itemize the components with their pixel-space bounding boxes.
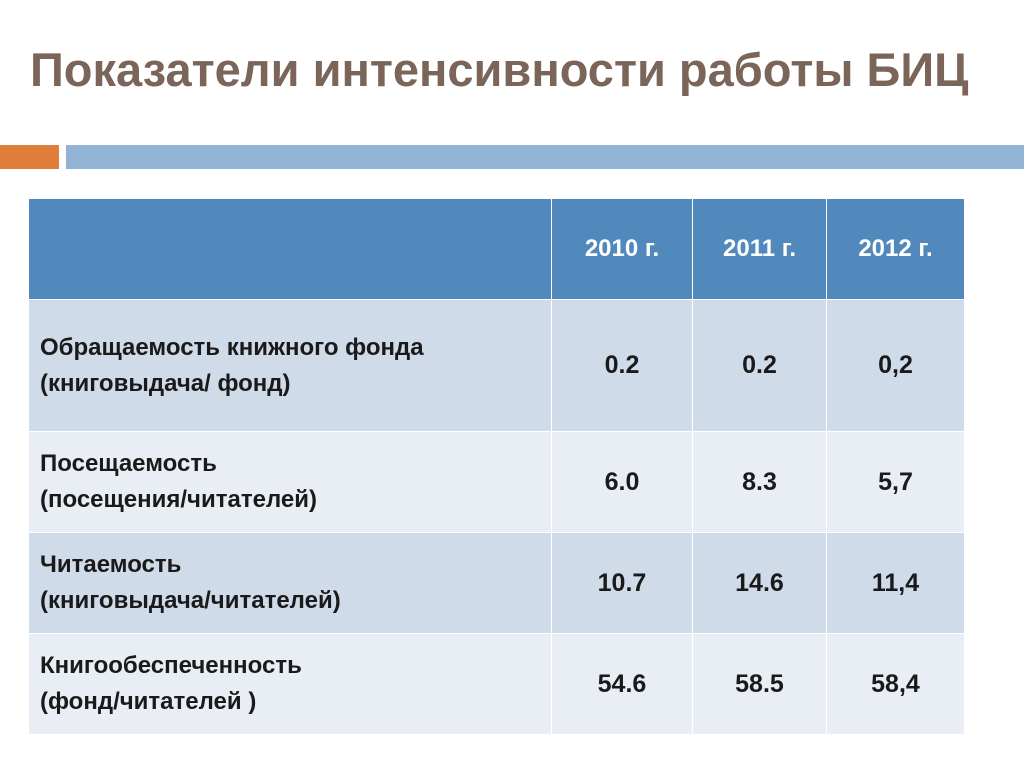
- slide-title: Показатели интенсивности работы БИЦ: [30, 43, 969, 96]
- indicators-table: 2010 г. 2011 г. 2012 г. Обращаемость кни…: [28, 198, 965, 735]
- value-cell-2010: 10.7: [551, 532, 693, 634]
- row-label-formula: (книговыдача/читателей): [40, 587, 341, 614]
- table-row: Посещаемость (посещения/читателей) 6.0 8…: [28, 431, 965, 533]
- row-label: Обращаемость книжного фонда (книговыдача…: [28, 299, 552, 432]
- value-cell-2010: 6.0: [551, 431, 693, 533]
- row-label-title: Книгообеспеченность: [40, 652, 302, 679]
- table-header-row: 2010 г. 2011 г. 2012 г.: [28, 198, 965, 300]
- row-label: Посещаемость (посещения/читателей): [28, 431, 552, 533]
- value-cell-2011: 0.2: [692, 299, 827, 432]
- header-cell-label: [28, 198, 552, 300]
- value-cell-2012: 0,2: [826, 299, 965, 432]
- row-label-title: Обращаемость книжного фонда: [40, 333, 424, 361]
- accent-bar: [0, 145, 59, 169]
- table-row: Читаемость (книговыдача/читателей) 10.7 …: [28, 532, 965, 634]
- value-cell-2012: 11,4: [826, 532, 965, 634]
- row-label-formula: (посещения/читателей): [40, 486, 317, 513]
- header-cell-2010: 2010 г.: [551, 198, 693, 300]
- value-cell-2011: 8.3: [692, 431, 827, 533]
- value-cell-2011: 58.5: [692, 633, 827, 735]
- value-cell-2010: 54.6: [551, 633, 693, 735]
- row-label-formula: (книговыдача/ фонд): [40, 369, 291, 397]
- value-cell-2012: 58,4: [826, 633, 965, 735]
- value-cell-2012: 5,7: [826, 431, 965, 533]
- row-label-title: Посещаемость: [40, 450, 217, 477]
- title-underline-bar: [66, 145, 1024, 169]
- value-cell-2011: 14.6: [692, 532, 827, 634]
- header-cell-2011: 2011 г.: [692, 198, 827, 300]
- table-row: Обращаемость книжного фонда (книговыдача…: [28, 299, 965, 432]
- header-cell-2012: 2012 г.: [826, 198, 965, 300]
- value-cell-2010: 0.2: [551, 299, 693, 432]
- row-label: Читаемость (книговыдача/читателей): [28, 532, 552, 634]
- row-label-title: Читаемость: [40, 551, 182, 578]
- row-label-formula: (фонд/читателей ): [40, 688, 257, 715]
- row-label: Книгообеспеченность (фонд/читателей ): [28, 633, 552, 735]
- table-row: Книгообеспеченность (фонд/читателей ) 54…: [28, 633, 965, 735]
